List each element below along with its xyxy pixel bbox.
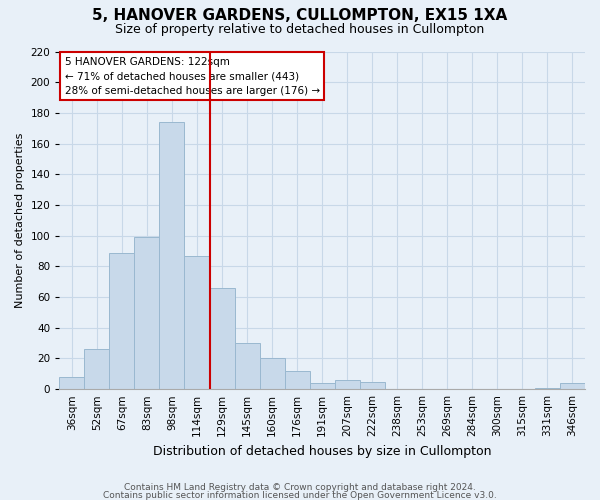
Text: Contains HM Land Registry data © Crown copyright and database right 2024.: Contains HM Land Registry data © Crown c… <box>124 484 476 492</box>
Bar <box>85 350 109 389</box>
Y-axis label: Number of detached properties: Number of detached properties <box>15 132 25 308</box>
Bar <box>109 252 134 389</box>
Bar <box>260 358 284 389</box>
Bar <box>235 343 260 389</box>
Bar <box>209 288 235 389</box>
Text: Contains public sector information licensed under the Open Government Licence v3: Contains public sector information licen… <box>103 490 497 500</box>
Bar <box>335 380 360 389</box>
Text: 5, HANOVER GARDENS, CULLOMPTON, EX15 1XA: 5, HANOVER GARDENS, CULLOMPTON, EX15 1XA <box>92 8 508 22</box>
Bar <box>284 371 310 389</box>
Bar <box>134 237 160 389</box>
Bar <box>310 383 335 389</box>
Bar <box>360 382 385 389</box>
X-axis label: Distribution of detached houses by size in Cullompton: Distribution of detached houses by size … <box>153 444 491 458</box>
Text: 5 HANOVER GARDENS: 122sqm
← 71% of detached houses are smaller (443)
28% of semi: 5 HANOVER GARDENS: 122sqm ← 71% of detac… <box>65 56 320 96</box>
Bar <box>560 383 585 389</box>
Bar <box>59 377 85 389</box>
Bar <box>535 388 560 389</box>
Text: Size of property relative to detached houses in Cullompton: Size of property relative to detached ho… <box>115 22 485 36</box>
Bar <box>160 122 184 389</box>
Bar <box>184 256 209 389</box>
